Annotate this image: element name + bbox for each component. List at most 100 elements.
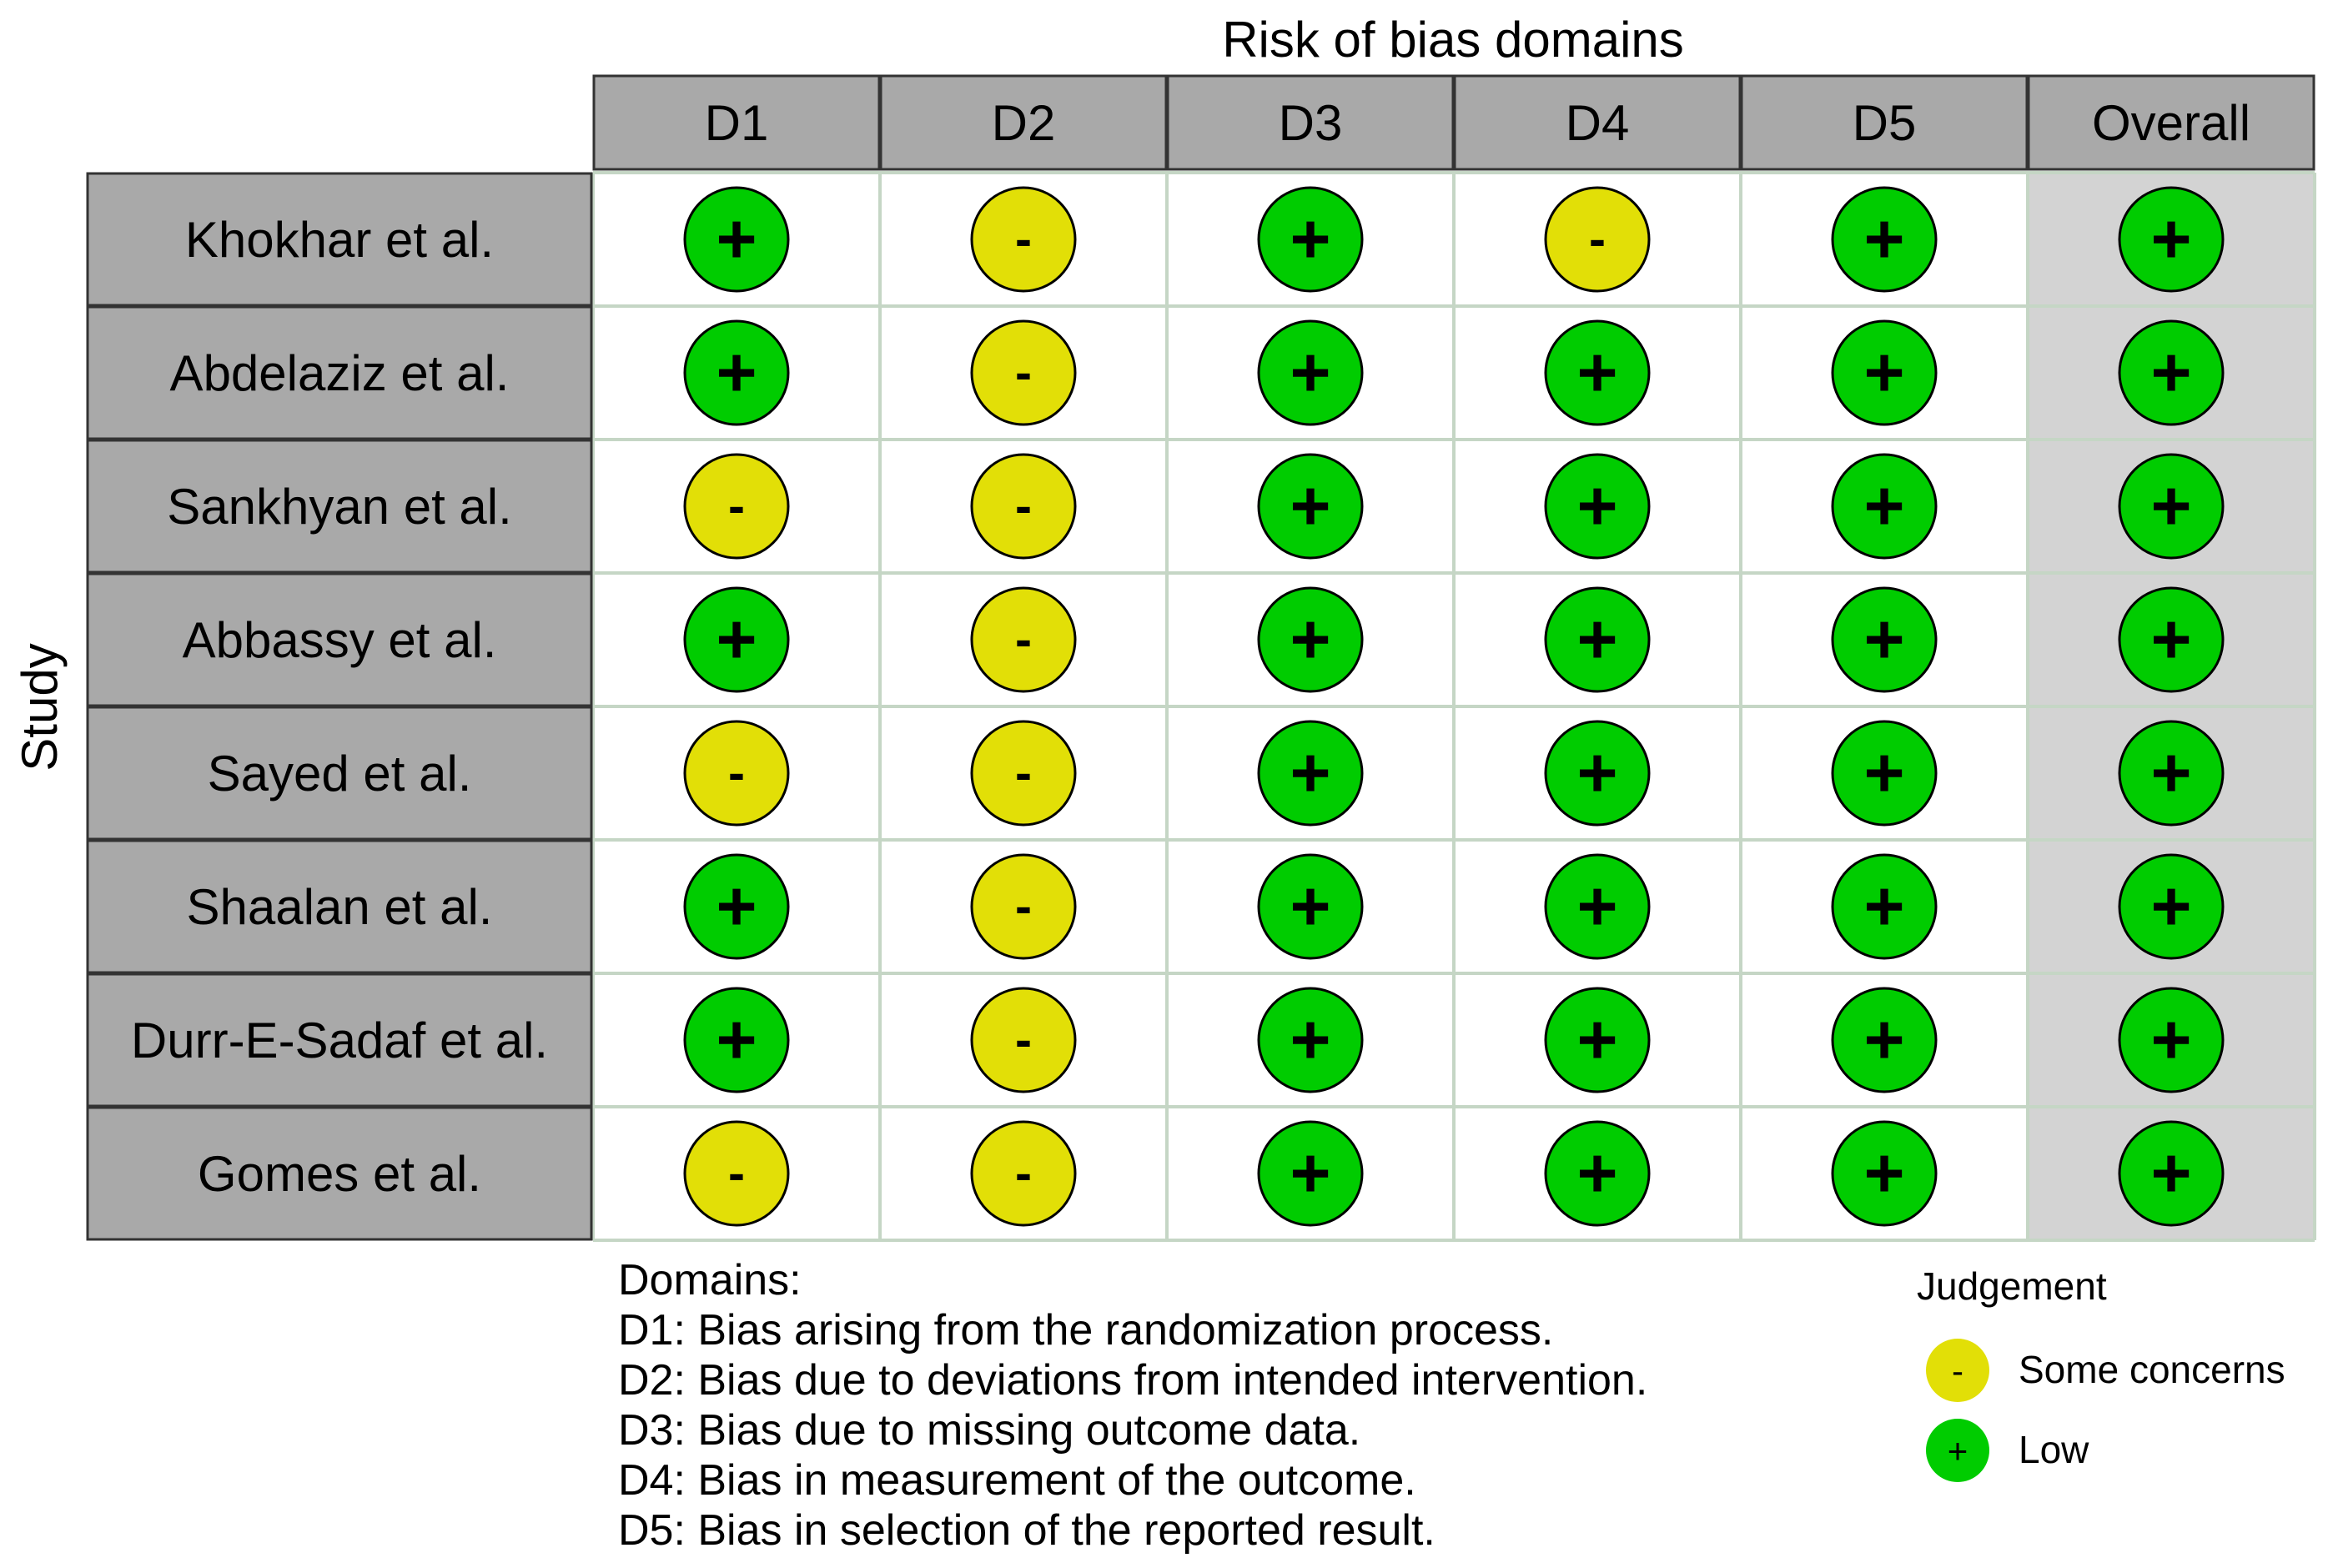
judgement-symbol: + — [716, 867, 757, 945]
judgement-symbol: + — [1290, 867, 1330, 945]
chart-title: Risk of bias domains — [1222, 12, 1684, 68]
study-label: Sankhyan et al. — [167, 479, 512, 535]
judgement-dot-low — [1544, 319, 1651, 426]
judgement-dot-low — [1544, 586, 1651, 693]
study-label-box — [86, 972, 593, 1108]
study-label-box — [86, 839, 593, 974]
judgement-dot-low — [1831, 987, 1938, 1093]
judgement-dot-low — [1544, 453, 1651, 560]
column-header-d1 — [592, 74, 881, 171]
judgement-symbol: + — [2150, 867, 2191, 945]
judgement-symbol: - — [1015, 1145, 1032, 1201]
judgement-symbol: + — [1576, 1000, 1617, 1078]
study-label-box — [86, 706, 593, 841]
legend-low-label: Low — [2019, 1428, 2089, 1471]
study-label: Abbassy et al. — [183, 612, 497, 668]
judgement-symbol: - — [1589, 211, 1606, 267]
judgement-dot-some — [970, 853, 1077, 960]
judgement-dot-low — [1544, 720, 1651, 827]
judgement-dot-low — [1831, 720, 1938, 827]
judgement-symbol: + — [716, 1000, 757, 1078]
judgement-dot-some — [970, 1120, 1077, 1227]
column-header-label-d2: D2 — [992, 95, 1056, 151]
judgement-symbol: + — [1863, 1133, 1904, 1212]
judgement-dot-low — [1257, 853, 1364, 960]
study-label: Shaalan et al. — [187, 879, 493, 935]
judgement-symbol: + — [2150, 1133, 2191, 1212]
column-header-d3 — [1166, 74, 1455, 171]
study-label: Sayed et al. — [208, 746, 472, 802]
legend-low-dot — [1926, 1419, 1989, 1482]
judgement-dot-some — [1544, 186, 1651, 293]
judgement-symbol: + — [1863, 733, 1904, 812]
judgement-symbol: + — [1290, 466, 1330, 545]
judgement-cells: + - + - + + + - + + + + - - + + + + + - + + + + - - + + + + + - + + + + + - + +… — [683, 186, 2225, 1227]
judgement-dot-low — [1257, 1120, 1364, 1227]
judgement-dot-some — [683, 720, 790, 827]
judgement-symbol: - — [728, 745, 745, 801]
judgement-grid — [591, 171, 2316, 1242]
study-label: Durr-E-Sadaf et al. — [131, 1013, 548, 1068]
judgement-dot-low — [2118, 186, 2225, 293]
judgement-dot-low — [2118, 987, 2225, 1093]
judgement-symbol: + — [1863, 600, 1904, 678]
judgement-symbol: - — [1015, 211, 1032, 267]
column-header-d5 — [1740, 74, 2029, 171]
legend-low-symbol: + — [1948, 1431, 1968, 1470]
judgement-legend: Judgement - Some concerns + Low — [1917, 1264, 2285, 1482]
column-header-label-overall: Overall — [2092, 95, 2250, 151]
judgement-symbol: + — [1863, 466, 1904, 545]
legend-some-concerns-symbol: - — [1952, 1351, 1963, 1390]
column-header-label-d5: D5 — [1853, 95, 1917, 151]
judgement-symbol: + — [716, 199, 757, 278]
judgement-symbol: + — [1576, 466, 1617, 545]
judgement-symbol: + — [1576, 867, 1617, 945]
judgement-dot-low — [2118, 720, 2225, 827]
domain-description-d1: D1: Bias arising from the randomization … — [618, 1306, 1553, 1354]
judgement-symbol: + — [1290, 199, 1330, 278]
judgement-symbol: + — [1290, 333, 1330, 411]
domains-description: Domains: D1: Bias arising from the rando… — [618, 1256, 1647, 1555]
study-label-box — [86, 1106, 593, 1241]
judgement-symbol: + — [1290, 600, 1330, 678]
judgement-dot-low — [1831, 586, 1938, 693]
study-labels: Khokhar et al. Abdelaziz et al. Sankhyan e… — [86, 172, 593, 1241]
judgement-dot-low — [1831, 186, 1938, 293]
judgement-dot-low — [2118, 453, 2225, 560]
judgement-dot-low — [1257, 319, 1364, 426]
judgement-symbol: - — [1015, 745, 1032, 801]
domain-description-d5: D5: Bias in selection of the reported re… — [618, 1506, 1435, 1555]
judgement-symbol: + — [2150, 1000, 2191, 1078]
judgement-dot-low — [1831, 319, 1938, 426]
judgement-dot-low — [1544, 853, 1651, 960]
judgement-dot-low — [1544, 987, 1651, 1093]
judgement-dot-low — [1831, 853, 1938, 960]
judgement-dot-some — [683, 1120, 790, 1227]
judgement-dot-low — [683, 586, 790, 693]
judgement-symbol: + — [1863, 867, 1904, 945]
judgement-dot-low — [1544, 1120, 1651, 1227]
judgement-symbol: - — [1015, 878, 1032, 934]
judgement-symbol: + — [1576, 600, 1617, 678]
judgement-symbol: + — [1863, 199, 1904, 278]
judgement-symbol: + — [716, 333, 757, 411]
judgement-symbol: + — [1290, 733, 1330, 812]
judgement-symbol: + — [1576, 333, 1617, 411]
judgement-dot-some — [970, 319, 1077, 426]
judgement-dot-low — [1831, 1120, 1938, 1227]
judgement-symbol: + — [1290, 1133, 1330, 1212]
column-header-overall — [2027, 74, 2315, 171]
study-label: Khokhar et al. — [185, 212, 494, 268]
judgement-symbol: - — [728, 478, 745, 534]
judgement-dot-some — [970, 586, 1077, 693]
judgement-dot-low — [2118, 853, 2225, 960]
judgement-dot-low — [683, 987, 790, 1093]
judgement-dot-some — [970, 987, 1077, 1093]
judgement-dot-low — [1257, 453, 1364, 560]
judgement-dot-low — [1257, 586, 1364, 693]
judgement-dot-low — [1831, 453, 1938, 560]
legend-some-concerns-label: Some concerns — [2019, 1348, 2285, 1391]
judgement-symbol: - — [1015, 478, 1032, 534]
judgement-symbol: - — [1015, 611, 1032, 667]
